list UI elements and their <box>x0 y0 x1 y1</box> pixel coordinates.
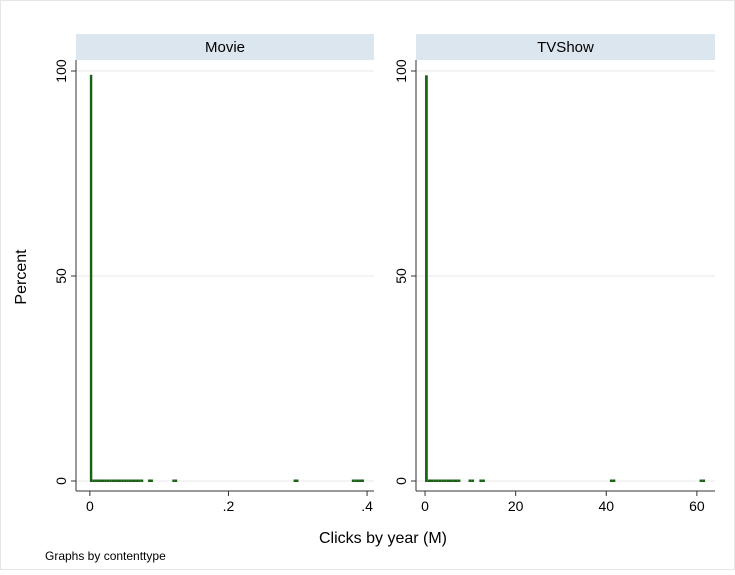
histogram-bar <box>482 479 485 482</box>
histogram-bar <box>138 479 141 482</box>
histogram-bar <box>150 479 153 482</box>
y-tick-label: 50 <box>393 268 409 284</box>
histogram-bar <box>438 479 442 482</box>
histogram-bar <box>97 479 100 482</box>
histogram-bar <box>109 479 112 482</box>
histogram-bar <box>126 479 129 482</box>
histogram-bar <box>361 479 364 482</box>
histogram-bar <box>94 479 98 482</box>
histogram-bar <box>359 479 362 482</box>
histogram-bar <box>452 479 455 482</box>
histogram-bar <box>351 479 355 482</box>
x-tick-label: 0 <box>421 498 429 514</box>
histogram-bar <box>131 479 134 482</box>
panel-title: Movie <box>205 39 245 56</box>
histogram-bar <box>128 479 132 482</box>
histogram-bar <box>106 479 110 482</box>
x-axis-label: Clicks by year (M) <box>319 530 447 547</box>
histogram-bar <box>702 479 706 482</box>
panel-strip <box>416 34 715 60</box>
histogram-bar <box>356 479 360 482</box>
histogram-bar <box>89 74 93 483</box>
histogram-bar <box>133 479 136 482</box>
histogram-bar <box>296 479 299 482</box>
histogram-bar <box>612 479 616 482</box>
histogram-bar <box>101 479 105 482</box>
histogram-bar <box>441 479 445 482</box>
histogram-bar <box>135 479 139 482</box>
histogram-bar <box>609 479 613 482</box>
x-tick-label: 20 <box>508 498 524 514</box>
histogram-bar <box>140 479 144 482</box>
x-tick-label: 40 <box>598 498 614 514</box>
histogram-bar <box>479 479 483 482</box>
y-tick-label: 100 <box>53 59 69 83</box>
histogram-bar <box>121 479 124 482</box>
x-tick-label: .2 <box>223 498 235 514</box>
histogram-bar <box>172 479 175 482</box>
histogram-bar <box>104 479 107 482</box>
panel-tvshow: TVShow 0 50 100 0 20 40 60 <box>393 34 715 514</box>
histogram-bar <box>444 479 447 482</box>
histogram-bar <box>174 479 178 482</box>
x-tick-label: .4 <box>361 498 373 514</box>
histogram-bar <box>92 479 95 482</box>
histogram-bar <box>454 479 458 482</box>
histogram-bar <box>471 479 474 482</box>
histogram-bar <box>148 479 151 482</box>
panel-strip <box>76 34 374 60</box>
histogram-bar <box>457 479 461 482</box>
histogram-bar <box>114 479 117 482</box>
y-tick-label: 50 <box>53 268 69 284</box>
histogram-bar <box>425 75 428 482</box>
x-tick-label: 60 <box>689 498 705 514</box>
panel-title: TVShow <box>537 39 594 56</box>
histogram-bar <box>468 479 472 482</box>
histogram-bar <box>433 479 436 482</box>
x-tick-label: 0 <box>86 498 94 514</box>
histogram-bar <box>123 479 127 482</box>
histogram-bar <box>427 479 431 482</box>
y-tick-label: 0 <box>53 477 69 485</box>
y-tick-label: 100 <box>393 59 409 83</box>
histogram-bar <box>430 479 434 482</box>
histogram-bar <box>111 479 115 482</box>
histogram-bar <box>118 479 122 482</box>
panels: Movie 0 50 100 0 .2 .4 TVShow 0 50 100 0 20 40 60 <box>53 34 715 514</box>
histogram-bar <box>116 479 119 482</box>
y-tick-label: 0 <box>393 477 409 485</box>
graphs-by-note: Graphs by contenttype <box>45 549 166 563</box>
histogram-bar <box>293 479 297 482</box>
histogram-bar <box>449 479 453 482</box>
panel-movie: Movie 0 50 100 0 .2 .4 <box>53 34 374 514</box>
histogram-bar <box>699 479 703 482</box>
histogram-bar <box>99 479 102 482</box>
histogram-bar <box>435 479 439 482</box>
histogram-bar <box>354 479 357 482</box>
histogram-bar <box>446 479 450 482</box>
y-axis-label: Percent <box>13 249 30 305</box>
